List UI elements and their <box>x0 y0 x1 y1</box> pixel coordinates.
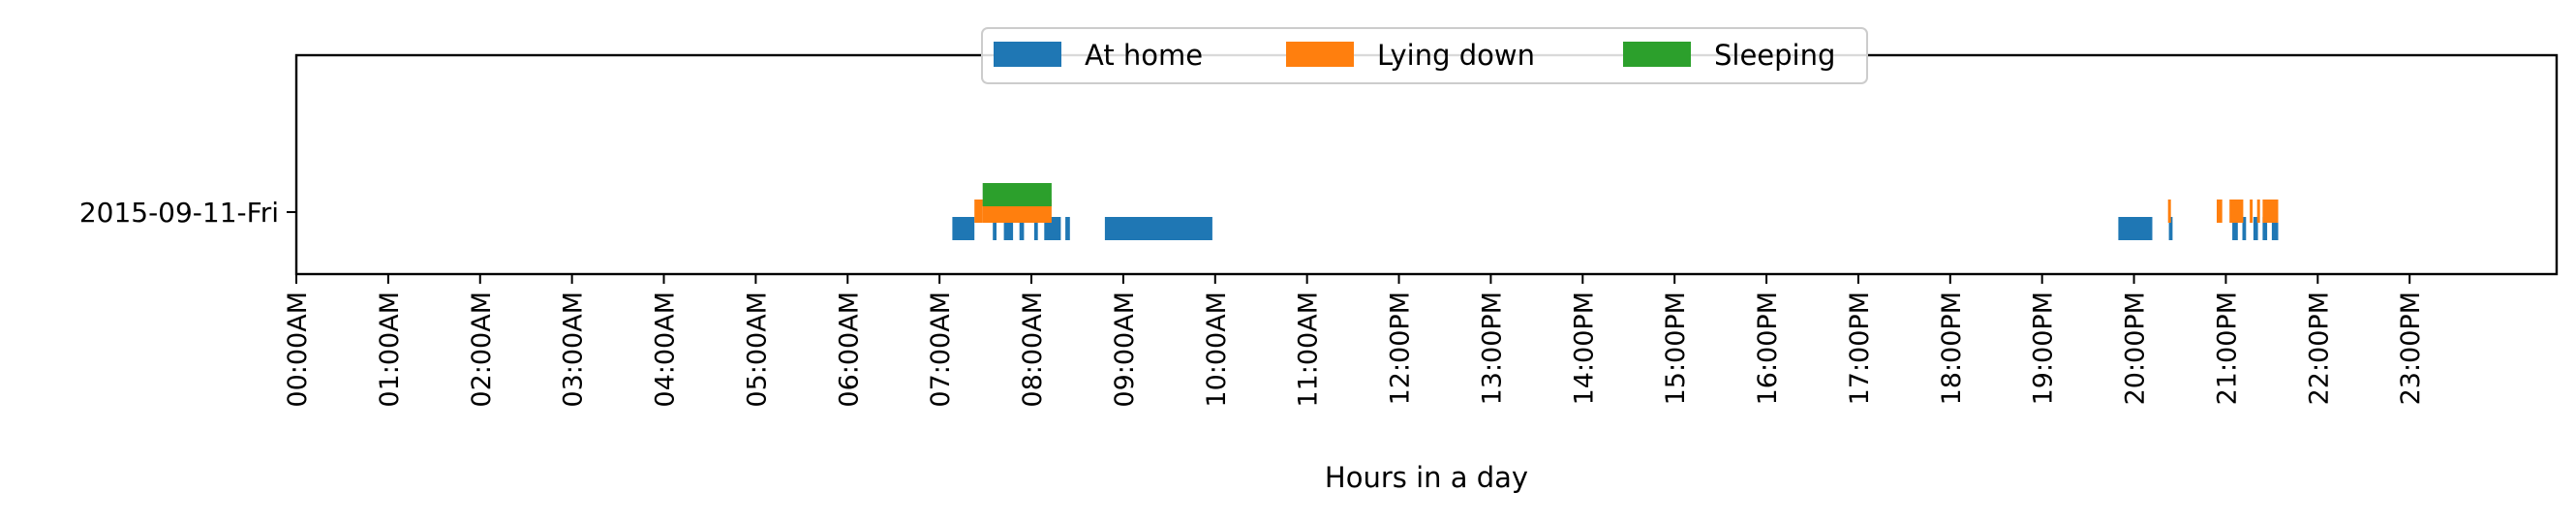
x-tick-label: 08:00AM <box>1018 292 1048 408</box>
legend-swatch <box>994 42 1061 67</box>
x-tick-label: 02:00AM <box>467 292 497 408</box>
x-tick-label: 06:00AM <box>834 292 864 408</box>
x-axis: 00:00AM 01:00AM 02:00AM 03:00AM 04:00AM 05:00… <box>283 274 2426 408</box>
interval-bar <box>1065 217 1070 240</box>
interval-bar <box>2217 200 2223 223</box>
x-tick-label: 15:00PM <box>1661 292 1691 405</box>
interval-bar <box>2262 200 2279 223</box>
x-tick-label: 13:00PM <box>1477 292 1507 405</box>
interval-bar <box>1003 217 1014 240</box>
x-tick-label: 16:00PM <box>1753 292 1783 405</box>
interval-bar <box>2118 217 2153 240</box>
interval-bar <box>1104 217 1212 240</box>
interval-bar <box>1019 217 1025 240</box>
x-tick-label: 04:00AM <box>651 292 681 408</box>
x-tick-label: 18:00PM <box>1937 292 1967 405</box>
x-axis-title: Hours in a day <box>1325 461 1528 494</box>
legend-label: Lying down <box>1377 39 1535 72</box>
interval-bar <box>2232 217 2238 240</box>
x-tick-label: 05:00AM <box>742 292 772 408</box>
x-tick-label: 09:00AM <box>1110 292 1140 408</box>
x-tick-label: 07:00AM <box>926 292 956 408</box>
interval-bar <box>2168 217 2173 240</box>
interval-bar <box>993 217 997 240</box>
interval-bar <box>2253 217 2258 240</box>
x-tick-label: 21:00PM <box>2212 292 2242 405</box>
plot-frame <box>294 53 2559 276</box>
x-tick-label: 20:00PM <box>2121 292 2151 405</box>
interval-bar <box>982 183 1052 206</box>
x-tick-label: 11:00AM <box>1294 292 1324 408</box>
interval-bar <box>1033 217 1038 240</box>
legend-swatch <box>1286 42 1354 67</box>
interval-bar <box>2229 200 2244 223</box>
y-tick-label: 2015-09-11-Fri <box>79 197 279 229</box>
bar-layer <box>952 183 2279 240</box>
interval-bar <box>2242 217 2247 240</box>
x-tick-label: 19:00PM <box>2029 292 2059 405</box>
interval-bar <box>2250 200 2254 223</box>
interval-bar <box>974 200 983 223</box>
legend: At home Lying down Sleeping <box>981 27 1868 84</box>
x-tick-label: 22:00PM <box>2304 292 2334 405</box>
interval-bar <box>2271 217 2279 240</box>
legend-label: At home <box>1085 39 1203 72</box>
interval-bar <box>2167 200 2171 223</box>
legend-swatch <box>1623 42 1691 67</box>
x-tick-label: 01:00AM <box>375 292 405 408</box>
x-tick-label: 17:00PM <box>1845 292 1875 405</box>
interval-bar <box>2256 200 2260 223</box>
y-axis: 2015-09-11-Fri <box>79 197 296 229</box>
x-tick-label: 10:00AM <box>1202 292 1232 408</box>
interval-bar <box>2262 217 2268 240</box>
interval-bar <box>952 217 975 240</box>
x-tick-label: 00:00AM <box>283 292 313 408</box>
x-tick-label: 14:00PM <box>1569 292 1599 405</box>
x-tick-label: 12:00PM <box>1386 292 1416 405</box>
legend-label: Sleeping <box>1714 39 1835 72</box>
x-tick-label: 03:00AM <box>559 292 589 408</box>
x-tick-label: 23:00PM <box>2396 292 2426 405</box>
